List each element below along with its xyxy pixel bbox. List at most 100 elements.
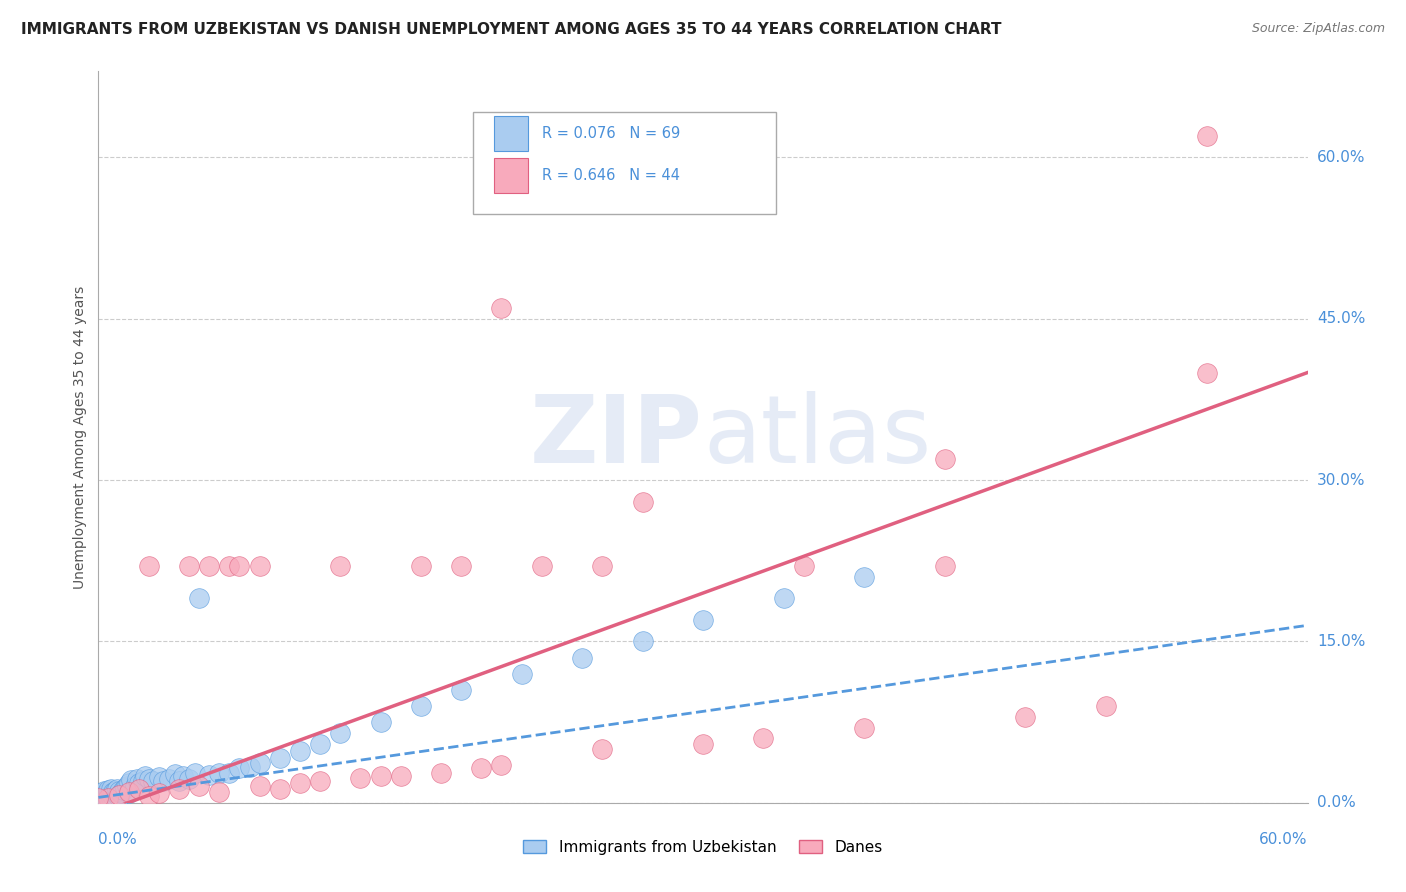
Point [91,789,114,804]
Point [152,774,174,789]
Point [208,765,231,780]
Point [198,768,221,782]
Point [772,591,794,606]
Point [107,789,129,803]
Point [409,698,432,713]
Point [172,769,194,783]
Point [157,772,180,786]
Point [148,770,170,784]
Point [167,774,190,789]
Text: 60.0%: 60.0% [1260,832,1308,847]
Point [228,761,250,775]
Point [110,786,132,800]
Point [93,789,115,803]
Point [510,666,533,681]
Point [93,792,115,806]
Point [179,772,201,786]
Text: 15.0%: 15.0% [1317,634,1365,649]
Point [218,765,240,780]
Point [692,737,714,751]
Point [167,781,190,796]
Point [107,790,129,805]
Point [138,559,160,574]
Text: 0.0%: 0.0% [1317,796,1355,810]
Point [571,650,593,665]
Point [853,721,876,735]
Point [591,742,613,756]
Point [249,559,271,574]
Point [450,559,472,574]
Text: R = 0.646   N = 44: R = 0.646 N = 44 [543,169,681,183]
Point [138,772,160,786]
Point [853,570,876,584]
Point [631,494,654,508]
Point [591,559,613,574]
Point [101,785,124,799]
Point [111,783,134,797]
Point [179,559,201,574]
Point [1014,710,1036,724]
Point [934,559,956,574]
Point [309,737,332,751]
Point [125,772,148,786]
Point [1195,366,1218,380]
Point [934,451,956,466]
Point [87,792,110,806]
Point [218,559,240,574]
Point [91,794,114,808]
Point [89,786,111,800]
Text: 60.0%: 60.0% [1317,150,1365,165]
Point [87,791,110,805]
Point [97,791,120,805]
Point [118,785,141,799]
Point [288,776,311,790]
Point [1095,698,1118,713]
Point [87,796,110,810]
Point [89,790,111,805]
Point [470,761,492,775]
Text: 30.0%: 30.0% [1317,473,1365,488]
Point [370,769,392,783]
Point [105,789,128,803]
Text: 45.0%: 45.0% [1317,311,1365,326]
Point [93,784,115,798]
Point [103,784,125,798]
Point [100,781,122,796]
Point [115,779,138,793]
Point [163,766,186,780]
Y-axis label: Unemployment Among Ages 35 to 44 years: Unemployment Among Ages 35 to 44 years [73,285,87,589]
Point [184,765,207,780]
Point [87,789,110,803]
Point [793,559,815,574]
Point [309,774,332,789]
Legend: Immigrants from Uzbekistan, Danes: Immigrants from Uzbekistan, Danes [517,834,889,861]
Point [269,750,291,764]
Point [103,789,125,804]
Point [89,795,111,809]
Text: atlas: atlas [703,391,931,483]
Point [430,765,453,780]
Point [1195,128,1218,143]
Point [370,715,392,730]
Point [349,771,371,785]
Point [148,786,170,800]
Point [118,776,141,790]
Point [128,781,150,796]
Point [692,613,714,627]
Point [101,790,124,805]
Point [188,591,211,606]
Point [124,779,146,793]
Text: IMMIGRANTS FROM UZBEKISTAN VS DANISH UNEMPLOYMENT AMONG AGES 35 TO 44 YEARS CORR: IMMIGRANTS FROM UZBEKISTAN VS DANISH UNE… [21,22,1001,37]
Text: 0.0%: 0.0% [98,832,138,847]
Bar [494,116,527,152]
Point [239,760,262,774]
Point [100,791,122,805]
Point [491,301,513,315]
FancyBboxPatch shape [474,112,776,214]
Point [752,731,775,746]
Point [288,744,311,758]
Point [132,774,155,789]
Point [120,773,142,788]
Point [329,726,352,740]
Point [96,787,118,801]
